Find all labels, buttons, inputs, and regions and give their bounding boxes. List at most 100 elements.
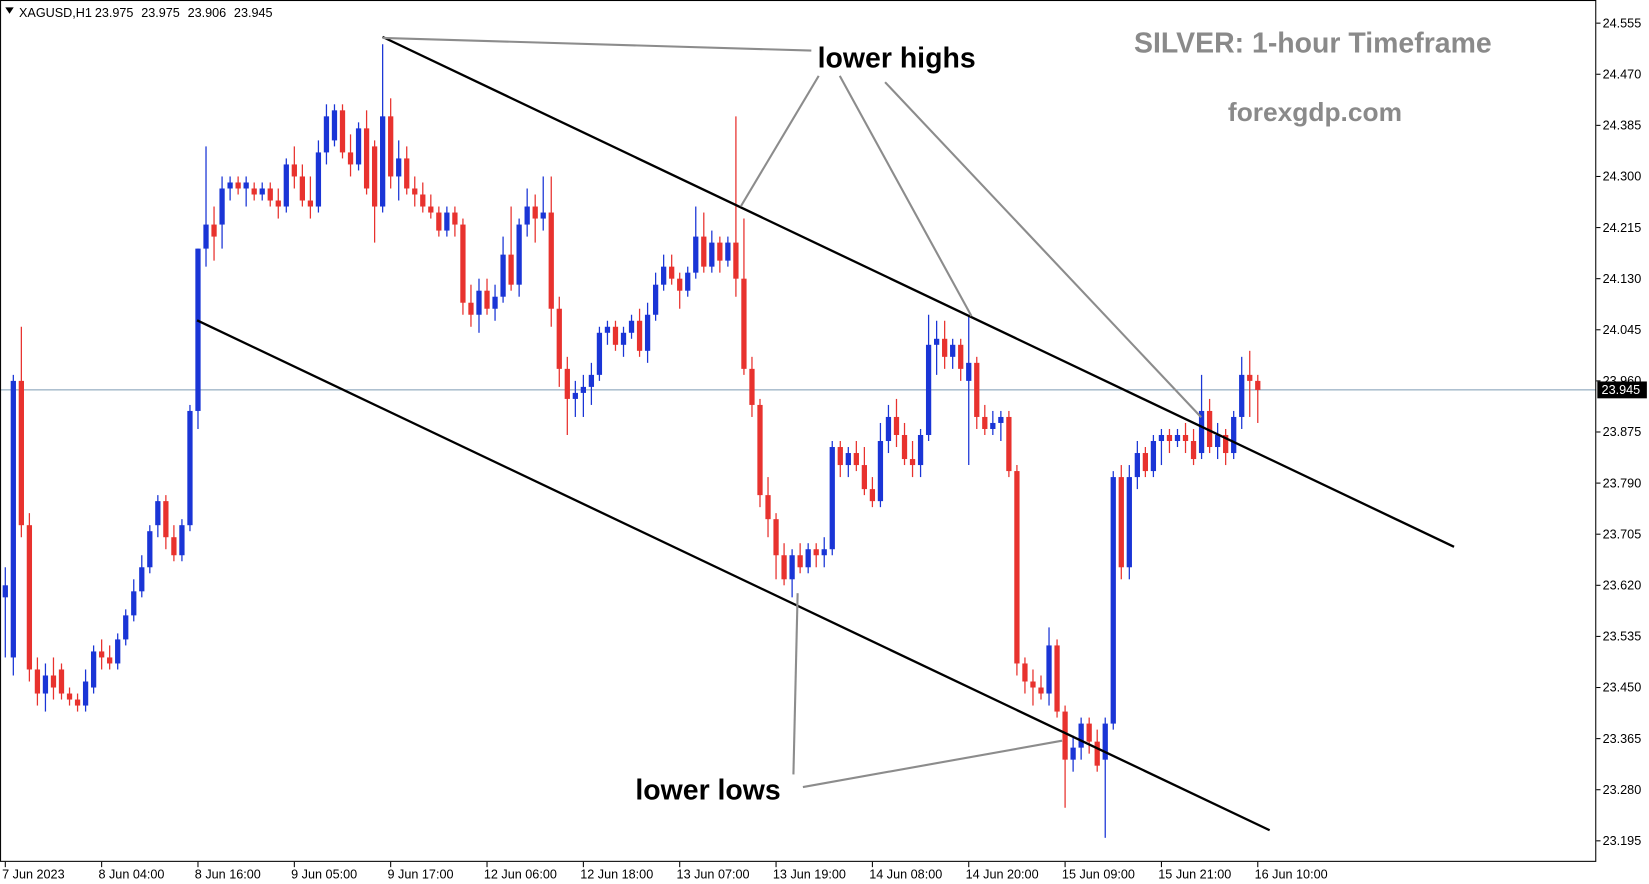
candle-body xyxy=(163,501,169,538)
candle-body xyxy=(958,344,964,369)
candle-body xyxy=(243,182,249,189)
x-tick-label: 8 Jun 04:00 xyxy=(98,868,164,882)
header-value: 23.945 xyxy=(234,6,273,20)
candle-body xyxy=(661,266,667,285)
candle-body xyxy=(371,146,378,207)
y-tick-label: 24.130 xyxy=(1603,272,1642,286)
candle-body xyxy=(339,110,346,153)
candle-body xyxy=(741,278,747,369)
candle-body xyxy=(50,675,57,688)
candle-body xyxy=(1102,723,1108,760)
candle-body xyxy=(885,416,892,442)
candle-body xyxy=(436,212,442,231)
candle-body xyxy=(556,308,562,369)
y-tick-label: 23.535 xyxy=(1603,630,1642,644)
candle-body xyxy=(1255,380,1261,390)
header-value: 23.975 xyxy=(141,6,180,20)
candle-body xyxy=(380,116,386,207)
y-tick-label: 24.300 xyxy=(1603,170,1642,184)
candle-body xyxy=(476,290,482,315)
candle-body xyxy=(685,272,691,291)
candle-body xyxy=(211,224,217,237)
candle-body xyxy=(893,416,900,435)
candle-body xyxy=(909,459,916,466)
candle-body xyxy=(982,416,988,429)
candle-body xyxy=(1166,434,1173,442)
current-price-label: 23.945 xyxy=(1602,383,1641,397)
x-tick-label: 7 Jun 2023 xyxy=(2,868,64,882)
candle-body xyxy=(837,447,843,466)
candle-body xyxy=(1158,434,1165,442)
candle-body xyxy=(925,344,932,435)
candle-body xyxy=(950,344,956,357)
candle-body xyxy=(773,519,779,556)
candle-body xyxy=(933,338,940,345)
candle-body xyxy=(749,368,755,405)
candle-body xyxy=(813,549,819,556)
x-tick-label: 12 Jun 18:00 xyxy=(580,868,653,882)
candle-body xyxy=(1182,434,1189,442)
candle-body xyxy=(620,332,627,345)
candle-body xyxy=(10,380,16,658)
candle-body xyxy=(500,254,506,297)
candle-body xyxy=(1150,441,1157,472)
plot-frame xyxy=(0,0,1597,862)
candle-body xyxy=(644,314,651,351)
pointer-line xyxy=(739,75,820,208)
candle-body xyxy=(757,404,763,496)
candle-body xyxy=(1190,441,1197,460)
candle-body xyxy=(524,206,530,225)
x-tick-label: 9 Jun 17:00 xyxy=(388,868,454,882)
header-arrow xyxy=(5,7,14,14)
candle-body xyxy=(1038,687,1044,694)
x-tick-label: 13 Jun 07:00 xyxy=(677,868,750,882)
y-tick-label: 23.705 xyxy=(1603,527,1642,541)
candle-body xyxy=(516,224,522,285)
candle-body xyxy=(307,200,314,207)
y-tick-label: 23.620 xyxy=(1603,579,1642,593)
candle-body xyxy=(877,441,884,502)
candle-body xyxy=(484,290,490,309)
y-tick-label: 23.195 xyxy=(1603,834,1642,848)
candle-body xyxy=(725,242,731,261)
watermark-title: SILVER: 1-hour Timeframe xyxy=(1134,28,1492,60)
candle-body xyxy=(1223,434,1229,454)
candle-body xyxy=(251,188,257,195)
candle-body xyxy=(74,699,81,706)
x-tick-label: 14 Jun 08:00 xyxy=(869,868,942,882)
candle-body xyxy=(131,591,137,616)
candle-body xyxy=(1078,723,1084,748)
candle-body xyxy=(492,296,498,309)
candle-body xyxy=(1022,663,1028,682)
y-tick-label: 23.280 xyxy=(1603,783,1642,797)
candle-body xyxy=(572,392,578,399)
candle-body xyxy=(195,248,201,411)
candle-body xyxy=(283,164,289,207)
y-tick-label: 23.450 xyxy=(1603,681,1642,695)
pointer-line xyxy=(802,739,1063,789)
candle-body xyxy=(797,555,803,568)
candle-body xyxy=(2,585,8,598)
candle-body xyxy=(1214,434,1221,448)
candle-body xyxy=(789,555,795,580)
candle-body xyxy=(412,188,418,195)
plot-area xyxy=(0,44,1597,838)
y-tick-label: 23.790 xyxy=(1603,476,1642,490)
candle-body xyxy=(315,152,322,207)
candle-body xyxy=(1062,711,1068,760)
candle-body xyxy=(396,158,402,177)
y-tick-label: 24.555 xyxy=(1603,16,1642,30)
candle-body xyxy=(428,206,434,213)
candle-body xyxy=(267,188,273,201)
candle-body xyxy=(1231,416,1237,454)
candle-body xyxy=(123,615,129,640)
candle-body xyxy=(388,116,394,177)
y-tick-label: 24.045 xyxy=(1603,323,1642,337)
channel-lower xyxy=(196,319,1271,832)
candle-body xyxy=(227,182,233,189)
candle-body xyxy=(709,242,715,267)
candle-body xyxy=(1239,374,1245,417)
candle-body xyxy=(548,212,554,309)
